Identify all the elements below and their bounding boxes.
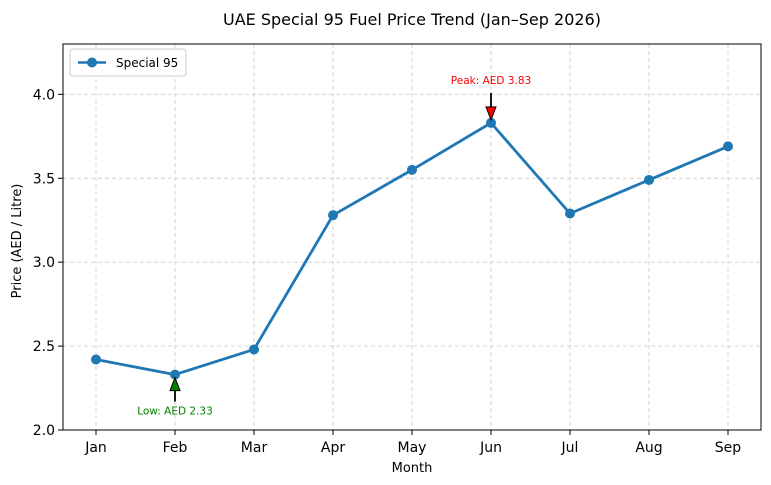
x-tick-label: Apr — [321, 440, 345, 456]
data-point — [249, 344, 259, 355]
legend-box — [69, 48, 187, 77]
y-tick-label: 3.5 — [33, 171, 55, 187]
x-axis: Jan Feb Mar Apr May Jun Jul Aug Sep — [84, 430, 741, 456]
legend: Special 95 — [69, 48, 187, 77]
x-tick-label: May — [398, 440, 427, 456]
y-tick-label: 4.0 — [33, 87, 55, 103]
data-point — [170, 369, 180, 380]
data-point — [328, 210, 338, 221]
x-tick-label: Feb — [163, 440, 188, 456]
data-point — [565, 208, 575, 219]
x-tick-label: Jul — [561, 440, 579, 456]
annotation-label: Peak: AED 3.83 — [451, 75, 531, 87]
y-axis: 2.0 2.5 3.0 3.5 4.0 — [33, 87, 63, 439]
data-point — [644, 174, 654, 185]
data-point — [723, 141, 733, 152]
y-axis-label: Price (AED / Litre) — [10, 184, 25, 299]
data-point — [407, 164, 417, 175]
x-tick-label: Mar — [241, 440, 268, 456]
annotation-arrow-head — [485, 106, 497, 122]
chart-title: UAE Special 95 Fuel Price Trend (Jan–Sep… — [223, 10, 601, 29]
data-point — [91, 354, 101, 365]
x-tick-label: Jun — [479, 440, 502, 456]
annotation-layer: Peak: AED 3.83 Low: AED 2.33 — [137, 75, 531, 418]
y-tick-label: 2.5 — [33, 339, 55, 355]
annotation-label: Low: AED 2.33 — [137, 406, 213, 418]
x-tick-label: Aug — [635, 440, 662, 456]
legend-label: Special 95 — [116, 56, 178, 70]
annotation-arrow-head — [169, 376, 181, 392]
plot-area: Peak: AED 3.83 Low: AED 2.33 — [62, 43, 762, 431]
x-axis-label: Month — [392, 461, 433, 476]
legend-marker — [87, 57, 97, 68]
y-tick-label: 2.0 — [33, 423, 55, 439]
x-tick-label: Sep — [715, 440, 742, 456]
series-layer — [91, 117, 733, 380]
y-tick-label: 3.0 — [33, 255, 55, 271]
data-point — [486, 117, 496, 128]
x-tick-label: Jan — [84, 440, 107, 456]
